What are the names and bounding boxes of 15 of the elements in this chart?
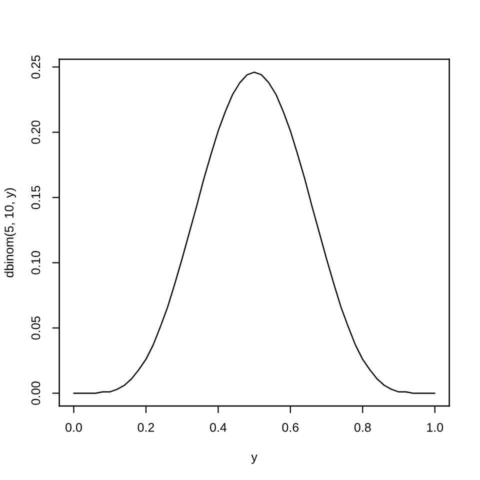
y-tick-label: 0.15 [31,186,40,210]
line-series [73,72,436,394]
y-tick-label: 0.05 [31,316,40,340]
x-tick-label: 0.8 [354,422,371,432]
x-tick-label: 1.0 [427,422,444,432]
x-tick-label: 0.4 [210,422,227,432]
y-tick-label: 0.25 [31,55,40,79]
x-axis-title: y [251,454,258,464]
x-tick-label: 0.0 [66,422,82,432]
x-tick-label: 0.6 [282,422,299,432]
y-tick-label: 0.10 [31,251,40,274]
y-tick-label: 0.20 [31,120,40,144]
y-tick-label: 0.00 [31,382,40,405]
y-axis-title: dbinom(5, 10, y) [4,188,16,278]
x-tick-label: 0.2 [138,422,154,432]
